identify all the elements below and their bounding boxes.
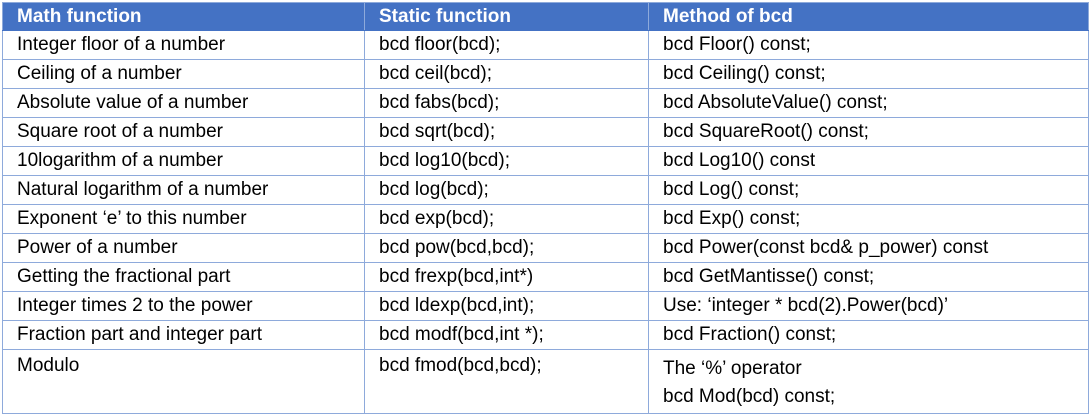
static-function-cell: bcd fabs(bcd); [364, 88, 649, 118]
method-cell: bcd GetMantisse() const; [648, 262, 1089, 292]
method-cell: bcd Log10() const [648, 146, 1089, 176]
math-function-cell: Fraction part and integer part [2, 320, 365, 350]
static-function-cell: bcd exp(bcd); [364, 204, 649, 234]
static-function-cell: bcd sqrt(bcd); [364, 117, 649, 147]
table-row: Exponent ‘e’ to this number bcd exp(bcd)… [2, 204, 1089, 234]
method-cell: bcd Exp() const; [648, 204, 1089, 234]
method-cell: bcd SquareRoot() const; [648, 117, 1089, 147]
method-line: The ‘%’ operator [663, 358, 802, 379]
table-row: 10logarithm of a number bcd log10(bcd); … [2, 146, 1089, 176]
math-function-cell: 10logarithm of a number [2, 146, 365, 176]
method-line: bcd Mod(bcd) const; [663, 386, 836, 407]
math-function-cell: Natural logarithm of a number [2, 175, 365, 205]
table-row: Square root of a number bcd sqrt(bcd); b… [2, 117, 1089, 147]
table-row: Integer floor of a number bcd floor(bcd)… [2, 30, 1089, 60]
table-row: Power of a number bcd pow(bcd,bcd); bcd … [2, 233, 1089, 263]
header-row: Math function Static function Method of … [2, 2, 1089, 31]
math-function-cell: Getting the fractional part [2, 262, 365, 292]
static-function-cell: bcd frexp(bcd,int*) [364, 262, 649, 292]
header-method-of-bcd: Method of bcd [648, 2, 1089, 31]
method-cell: bcd Floor() const; [648, 30, 1089, 60]
header-math-function: Math function [2, 2, 365, 31]
math-function-cell: Power of a number [2, 233, 365, 263]
method-cell: bcd Log() const; [648, 175, 1089, 205]
static-function-cell: bcd modf(bcd,int *); [364, 320, 649, 350]
static-function-cell: bcd ldexp(bcd,int); [364, 291, 649, 321]
static-function-cell: bcd fmod(bcd,bcd); [364, 349, 649, 414]
math-function-cell: Modulo [2, 349, 365, 414]
method-cell: The ‘%’ operator bcd Mod(bcd) const; [648, 349, 1089, 414]
table-header: Math function Static function Method of … [2, 2, 1089, 31]
math-function-cell: Square root of a number [2, 117, 365, 147]
method-cell: bcd Power(const bcd& p_power) const [648, 233, 1089, 263]
method-cell: bcd Ceiling() const; [648, 59, 1089, 89]
math-function-cell: Integer floor of a number [2, 30, 365, 60]
method-cell: bcd Fraction() const; [648, 320, 1089, 350]
math-function-cell: Ceiling of a number [2, 59, 365, 89]
table-body: Integer floor of a number bcd floor(bcd)… [2, 30, 1089, 414]
static-function-cell: bcd floor(bcd); [364, 30, 649, 60]
table-row-modulo: Modulo bcd fmod(bcd,bcd); The ‘%’ operat… [2, 349, 1089, 414]
static-function-cell: bcd log(bcd); [364, 175, 649, 205]
math-function-cell: Integer times 2 to the power [2, 291, 365, 321]
method-cell: bcd AbsoluteValue() const; [648, 88, 1089, 118]
method-cell: Use: ‘integer * bcd(2).Power(bcd)’ [648, 291, 1089, 321]
table-row: Natural logarithm of a number bcd log(bc… [2, 175, 1089, 205]
math-function-cell: Exponent ‘e’ to this number [2, 204, 365, 234]
table-row: Absolute value of a number bcd fabs(bcd)… [2, 88, 1089, 118]
static-function-cell: bcd log10(bcd); [364, 146, 649, 176]
static-function-cell: bcd pow(bcd,bcd); [364, 233, 649, 263]
static-function-cell: bcd ceil(bcd); [364, 59, 649, 89]
header-static-function: Static function [364, 2, 649, 31]
table-row: Integer times 2 to the power bcd ldexp(b… [2, 291, 1089, 321]
math-function-cell: Absolute value of a number [2, 88, 365, 118]
table-row: Getting the fractional part bcd frexp(bc… [2, 262, 1089, 292]
table-row: Ceiling of a number bcd ceil(bcd); bcd C… [2, 59, 1089, 89]
table-row: Fraction part and integer part bcd modf(… [2, 320, 1089, 350]
